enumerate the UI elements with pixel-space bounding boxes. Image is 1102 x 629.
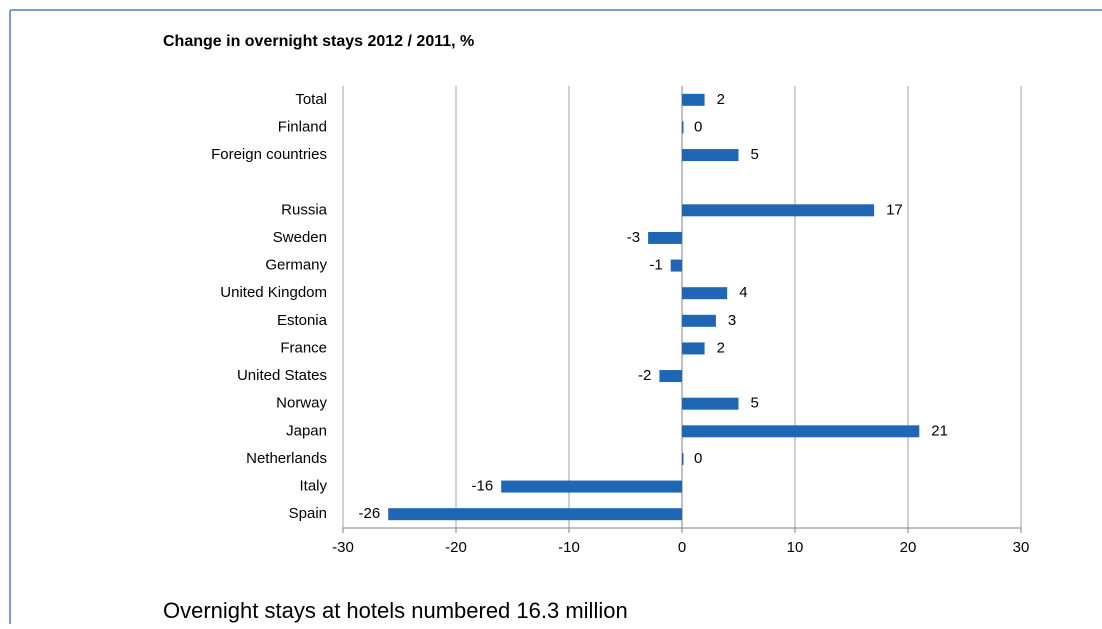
y-tick-label: Japan (286, 422, 327, 439)
x-tick-label: -10 (558, 539, 580, 556)
bar (682, 121, 684, 134)
data-label: 17 (886, 201, 903, 218)
bar (682, 93, 705, 106)
data-label: -1 (649, 257, 662, 274)
x-tick-label: -30 (332, 539, 354, 556)
bar (682, 342, 705, 355)
data-label: -26 (359, 505, 381, 522)
bar (501, 480, 682, 493)
data-label: 3 (728, 312, 736, 329)
bar (682, 149, 739, 162)
data-label: 5 (751, 395, 759, 412)
bar (682, 425, 920, 438)
y-tick-label: Finland (278, 118, 327, 135)
bar (682, 204, 875, 217)
data-label: -3 (627, 229, 640, 246)
data-label: -16 (472, 478, 494, 495)
data-label: -2 (638, 367, 651, 384)
x-tick-label: 0 (678, 539, 686, 556)
chart-title: Change in overnight stays 2012 / 2011, % (163, 33, 474, 50)
bar (648, 231, 682, 244)
y-tick-label: Spain (289, 505, 327, 522)
footer-text: Overnight stays at hotels numbered 16.3 … (163, 598, 628, 623)
y-tick-label: Sweden (273, 229, 327, 246)
bar (682, 452, 684, 465)
data-label: 2 (717, 91, 725, 108)
y-tick-label: Netherlands (246, 450, 327, 467)
x-tick-label: 30 (1013, 539, 1030, 556)
y-tick-label: France (280, 339, 327, 356)
data-label: 0 (694, 450, 702, 467)
data-label: 0 (694, 118, 702, 135)
y-tick-label: Germany (265, 257, 327, 274)
data-label: 21 (931, 422, 948, 439)
y-tick-label: Total (295, 91, 327, 108)
y-tick-label: Italy (299, 478, 327, 495)
data-label: 2 (717, 339, 725, 356)
bar (659, 370, 682, 383)
bar (682, 287, 728, 300)
y-tick-label: Foreign countries (211, 146, 327, 163)
bar (682, 314, 716, 327)
bar (670, 259, 682, 272)
y-tick-label: Norway (276, 395, 327, 412)
bar (682, 397, 739, 410)
x-tick-label: 10 (787, 539, 804, 556)
x-tick-label: -20 (445, 539, 467, 556)
y-tick-label: United States (237, 367, 327, 384)
bar (388, 508, 682, 521)
data-label: 4 (739, 284, 747, 301)
data-label: 5 (751, 146, 759, 163)
y-tick-label: Estonia (277, 312, 328, 329)
y-tick-label: United Kingdom (220, 284, 327, 301)
x-tick-label: 20 (900, 539, 917, 556)
y-tick-label: Russia (281, 201, 328, 218)
